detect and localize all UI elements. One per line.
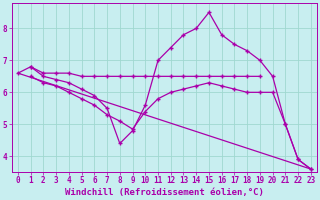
- X-axis label: Windchill (Refroidissement éolien,°C): Windchill (Refroidissement éolien,°C): [65, 188, 264, 197]
